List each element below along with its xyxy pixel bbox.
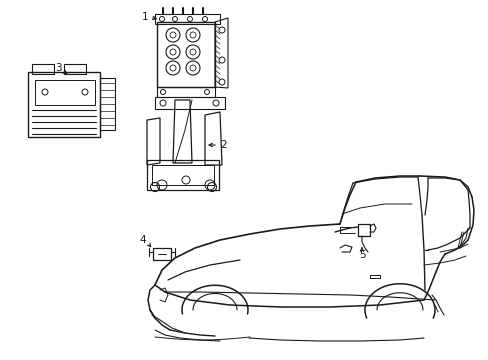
Text: 2: 2 [220,140,227,150]
Bar [155,97,224,109]
Bar [157,22,215,87]
Bar [64,64,86,74]
Text: 5: 5 [358,250,365,260]
Bar [155,14,220,24]
Bar [100,78,115,130]
Bar [35,80,95,105]
Text: 4: 4 [140,235,146,245]
Bar [147,160,219,190]
Bar [28,72,100,137]
Bar [157,87,215,97]
Bar [152,165,214,185]
Bar [153,248,171,260]
Bar [357,224,369,236]
Text: 1: 1 [142,12,148,22]
Text: 3: 3 [55,63,61,73]
Bar [32,64,54,74]
